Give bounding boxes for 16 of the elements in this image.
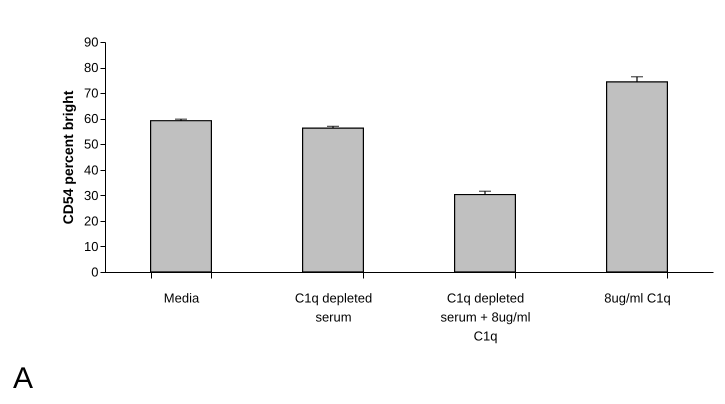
y-tick-label: 10 [84, 238, 98, 254]
y-tick-label: 20 [84, 213, 98, 228]
y-tick-label: 50 [84, 136, 98, 152]
y-tick-label: 40 [84, 162, 98, 178]
y-tick-label: 30 [84, 188, 98, 203]
x-tick-label: Media [164, 290, 200, 306]
x-tick-label: C1q depleted serum + 8ug/ml C1q [440, 290, 531, 344]
x-tick-label: C1q depleted serum [294, 290, 372, 324]
y-tick-label: 60 [84, 111, 98, 126]
x-tick-label: 8ug/ml C1q [604, 290, 671, 306]
y-tick-label: 80 [84, 60, 98, 76]
y-tick-label: 90 [84, 34, 98, 50]
y-axis-title: CD54 percent bright [60, 90, 76, 224]
text: A [13, 362, 34, 395]
y-tick-label: 70 [84, 86, 98, 101]
y-tick-label: 0 [91, 264, 98, 280]
